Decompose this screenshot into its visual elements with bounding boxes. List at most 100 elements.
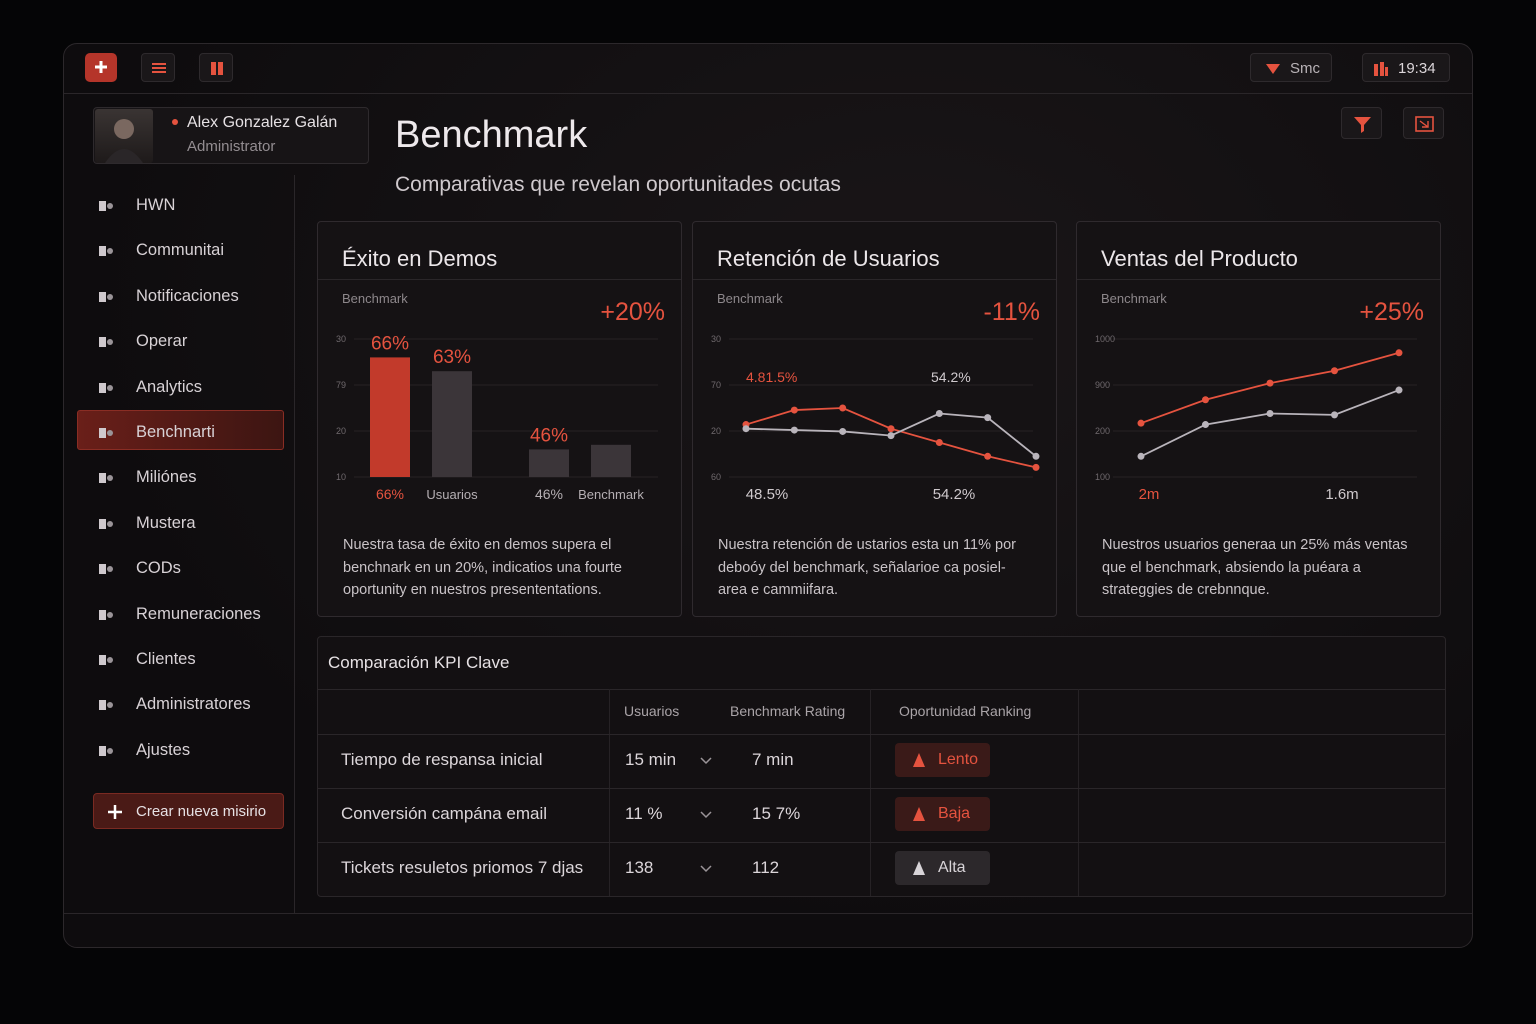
sync-button[interactable]: Smc xyxy=(1250,53,1332,82)
trend-icon-shape xyxy=(700,811,712,819)
nav-item[interactable]: Clientes xyxy=(136,650,196,668)
table-title: Comparación KPI Clave xyxy=(328,653,510,672)
kpi-table: Comparación KPI Clave Usuarios Benchmark … xyxy=(317,636,1446,897)
point xyxy=(887,425,895,433)
nav-icon-shape xyxy=(107,702,113,709)
point xyxy=(935,410,943,418)
nav-item[interactable]: Ajustes xyxy=(136,740,191,759)
col-divider xyxy=(870,689,871,896)
point xyxy=(1137,419,1145,427)
filter-button[interactable] xyxy=(1341,107,1382,139)
description-line: Nuestra retención de ustarios esta un 11… xyxy=(718,537,1016,553)
point xyxy=(1395,386,1403,394)
create-label: Crear nueva misirio xyxy=(136,803,267,820)
value-label: 66% xyxy=(371,333,409,354)
nav-item[interactable]: HWN xyxy=(136,196,176,214)
trend-icon-shape xyxy=(700,865,712,873)
nav-icon-shape xyxy=(99,564,106,575)
logo[interactable] xyxy=(85,53,117,82)
annotation: 54.2% xyxy=(931,369,971,385)
card: Éxito en Demos Benchmark +20% Nuestra tasa … xyxy=(317,221,682,617)
cell: 15 min xyxy=(625,750,677,769)
x-label: 48.5% xyxy=(746,486,789,503)
bar xyxy=(591,444,631,477)
axis-label: 30 xyxy=(336,334,346,344)
point xyxy=(1395,349,1403,357)
card: Ventas del Producto Benchmark +25% Nuestros… xyxy=(1076,221,1441,617)
nav-item[interactable]: Administratores xyxy=(136,695,251,714)
point xyxy=(1266,379,1274,387)
cell: 7 min xyxy=(752,750,794,769)
description: Nuestra retención de ustarios esta un 11… xyxy=(718,534,1016,602)
nav-icon xyxy=(99,745,113,756)
point xyxy=(839,404,847,412)
axis-label: 60 xyxy=(711,472,721,482)
axis-label: 100 xyxy=(1095,472,1110,482)
rule xyxy=(318,842,1445,843)
x-label: 1.6m xyxy=(1325,486,1358,503)
nav-item[interactable]: CODs xyxy=(136,559,181,578)
delta: +20% xyxy=(600,298,665,326)
description-line: Nuestros usuarios generaa un 25% más ven… xyxy=(1102,537,1408,553)
page-title: Benchmark xyxy=(395,114,588,156)
nav-icon xyxy=(99,700,113,711)
nav-icon-shape xyxy=(107,657,113,663)
column-header: Oportunidad Ranking xyxy=(899,703,1032,719)
point xyxy=(742,425,750,433)
value-label: 46% xyxy=(530,425,568,446)
axis-label: 900 xyxy=(1095,380,1110,390)
nav-icon-shape xyxy=(99,246,106,257)
ranking-badge: Alta xyxy=(895,851,990,885)
create-button[interactable]: Crear nueva misirio xyxy=(93,793,284,829)
menu-button[interactable] xyxy=(141,53,175,82)
badge-icon-shape xyxy=(913,753,925,767)
value-label: 63% xyxy=(433,347,471,368)
nav-item[interactable]: Analytics xyxy=(136,377,203,396)
chart: 1000 900 200 100 2m 1.6m xyxy=(1095,334,1417,503)
x-label: 2m xyxy=(1139,486,1160,503)
axis-label: 20 xyxy=(711,426,721,436)
nav-item[interactable]: Miliónes xyxy=(136,468,197,487)
trend-icon xyxy=(700,757,712,765)
chart: 30 79 20 10 66% 66% 63% Usuarios 46% 46% Benchmark xyxy=(336,333,658,502)
x-label: Benchmark xyxy=(578,487,644,502)
nav-item[interactable]: Communitai xyxy=(136,241,225,260)
line xyxy=(1140,389,1400,458)
time: 19:34 xyxy=(1398,60,1436,77)
nav-icon xyxy=(99,473,113,484)
cell: 138 xyxy=(625,858,654,877)
nav-item[interactable]: Remuneraciones xyxy=(136,604,261,623)
divider xyxy=(1077,279,1440,280)
ranking-badge: Lento xyxy=(895,743,990,777)
nav-icon-shape xyxy=(107,203,113,209)
nav-icon xyxy=(99,564,113,575)
nav-active xyxy=(77,410,284,450)
divider xyxy=(693,279,1056,280)
point xyxy=(1331,411,1338,419)
nav-item[interactable]: Notificaciones xyxy=(136,286,239,305)
export-button[interactable] xyxy=(1403,107,1444,139)
x-label: Usuarios xyxy=(426,487,478,502)
nav-icon-shape xyxy=(99,745,106,756)
nav-item[interactable]: Benchnarti xyxy=(136,423,215,441)
card-label: Benchmark xyxy=(342,291,408,306)
cell: Tiempo de respansa inicial xyxy=(341,750,543,769)
badge-icon-shape xyxy=(913,861,925,875)
cell: Conversión campána email xyxy=(341,804,547,823)
rule xyxy=(318,689,1445,690)
description-line: oportunity en nuestros presententations. xyxy=(343,582,602,598)
badge-icon xyxy=(913,753,925,767)
nav-item[interactable]: Operar xyxy=(136,332,188,351)
nav-icon xyxy=(99,201,113,211)
ranking: Lento xyxy=(938,751,979,768)
axis-label: 70 xyxy=(711,380,721,390)
point xyxy=(1331,367,1338,375)
nav-item[interactable]: Mustera xyxy=(136,513,196,532)
user-card[interactable]: Alex Gonzalez Galán Administrator xyxy=(93,107,369,164)
point xyxy=(1032,452,1040,460)
panel-button[interactable] xyxy=(199,53,233,82)
axis-label: 200 xyxy=(1095,426,1110,436)
description: Nuestros usuarios generaa un 25% más ven… xyxy=(1102,534,1407,602)
